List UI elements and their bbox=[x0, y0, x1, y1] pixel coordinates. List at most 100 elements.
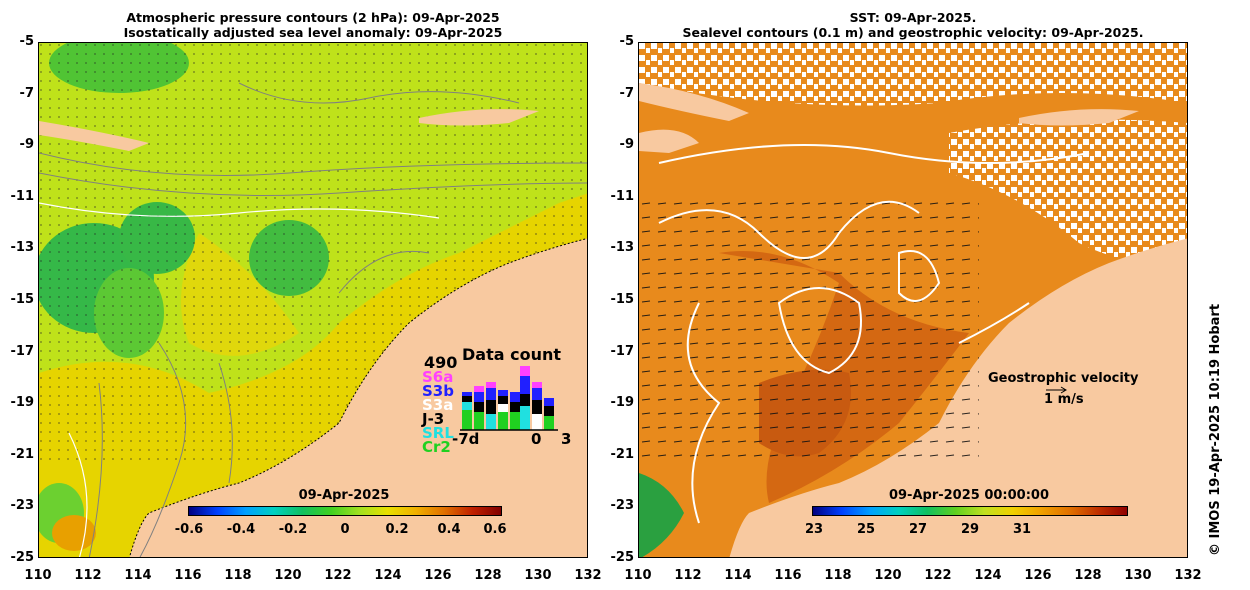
ylabel: -15 bbox=[610, 292, 635, 307]
imos-credit: © IMOS 19-Apr-2025 10:19 Hobart bbox=[1208, 303, 1223, 556]
sla-high-south bbox=[52, 515, 96, 551]
land-timor bbox=[39, 121, 149, 151]
bar-1 bbox=[462, 392, 472, 430]
pressure-contours bbox=[39, 82, 587, 557]
ylabel: -21 bbox=[610, 447, 635, 462]
sst-map-graphic bbox=[639, 43, 1187, 557]
sla-tick-6: 0.4 bbox=[437, 522, 461, 537]
land-australia bbox=[129, 238, 587, 557]
ylabel: -17 bbox=[10, 344, 35, 359]
right-title-line2: Sealevel contours (0.1 m) and geostrophi… bbox=[682, 25, 1144, 40]
xlabel: 126 bbox=[1024, 568, 1052, 583]
xlabel: 114 bbox=[124, 568, 152, 583]
data-count-max: 490 bbox=[424, 353, 458, 372]
bar-2 bbox=[474, 386, 484, 430]
sla-tick-5: 0.2 bbox=[385, 522, 409, 537]
mission-s6a: S6a bbox=[422, 368, 454, 386]
mission-s3b: S3b bbox=[422, 382, 454, 400]
mission-s3a: S3a bbox=[422, 396, 454, 414]
xlabel: 118 bbox=[224, 568, 252, 583]
velocity-legend-arrow bbox=[1046, 386, 1067, 394]
sla-map[interactable] bbox=[38, 42, 588, 558]
ylabel: -19 bbox=[610, 395, 635, 410]
ylabel: -11 bbox=[10, 189, 35, 204]
land-timor-r bbox=[639, 83, 749, 121]
left-title: Atmospheric pressure contours (2 hPa): 0… bbox=[38, 10, 588, 40]
ylabel: -17 bbox=[610, 344, 635, 359]
sst-tick-4: 29 bbox=[960, 522, 980, 537]
xlabel: 128 bbox=[1074, 568, 1102, 583]
sst-tick-3: 27 bbox=[908, 522, 928, 537]
data-count-xlabel-end: 3 bbox=[561, 430, 572, 448]
land-island-r bbox=[1019, 109, 1139, 126]
sst-cool-north bbox=[639, 43, 1187, 106]
land-island bbox=[419, 109, 539, 126]
xlabel: 110 bbox=[624, 568, 652, 583]
ylabel: -23 bbox=[10, 498, 35, 513]
xlabel: 114 bbox=[724, 568, 752, 583]
xlabel: 110 bbox=[24, 568, 52, 583]
mission-j3: J-3 bbox=[422, 410, 445, 428]
land-south-west bbox=[639, 473, 684, 557]
data-count-xlabel-start: -7d bbox=[452, 430, 480, 448]
velocity-arrows bbox=[639, 193, 979, 463]
ylabel: -13 bbox=[10, 240, 35, 255]
xlabel: 116 bbox=[174, 568, 202, 583]
xlabel: 124 bbox=[974, 568, 1002, 583]
sla-tick-2: -0.4 bbox=[226, 522, 256, 537]
mission-srl: SRL bbox=[422, 424, 454, 442]
ylabel: -5 bbox=[19, 34, 34, 49]
mission-cr2: Cr2 bbox=[422, 438, 451, 456]
ylabel: -13 bbox=[610, 240, 635, 255]
sla-colorbar bbox=[188, 506, 502, 516]
velocity-legend-scale: 1 m/s bbox=[1044, 392, 1084, 407]
ylabel: -9 bbox=[19, 137, 34, 152]
ylabel: -7 bbox=[619, 86, 634, 101]
xlabel: 130 bbox=[524, 568, 552, 583]
sst-colorbar-date: 09-Apr-2025 00:00:00 bbox=[888, 488, 1050, 503]
xlabel: 118 bbox=[824, 568, 852, 583]
xlabel: 128 bbox=[474, 568, 502, 583]
xlabel: 112 bbox=[74, 568, 102, 583]
bar-7 bbox=[532, 382, 542, 430]
left-title-line2: Isostatically adjusted sea level anomaly… bbox=[123, 25, 503, 40]
ylabel: -25 bbox=[10, 550, 35, 565]
sst-tick-5: 31 bbox=[1012, 522, 1032, 537]
sst-colorbar bbox=[812, 506, 1128, 516]
xlabel: 126 bbox=[424, 568, 452, 583]
ylabel: -5 bbox=[619, 34, 634, 49]
sla-tick-7: 0.6 bbox=[483, 522, 507, 537]
ylabel: -9 bbox=[619, 137, 634, 152]
velocity-legend-title: Geostrophic velocity bbox=[988, 371, 1139, 386]
ylabel: -7 bbox=[19, 86, 34, 101]
sla-tick-4: 0 bbox=[340, 522, 350, 537]
right-title-line1: SST: 09-Apr-2025. bbox=[849, 10, 977, 25]
sst-tick-2: 25 bbox=[856, 522, 876, 537]
sla-tick-1: -0.6 bbox=[174, 522, 204, 537]
sst-cloud-east bbox=[949, 119, 1187, 273]
xlabel: 122 bbox=[924, 568, 952, 583]
sla-map-graphic bbox=[39, 43, 587, 557]
bar-5 bbox=[510, 392, 520, 430]
bar-3 bbox=[486, 382, 496, 430]
ylabel: -23 bbox=[610, 498, 635, 513]
data-count-title: Data count bbox=[462, 345, 561, 364]
xlabel: 124 bbox=[374, 568, 402, 583]
xlabel: 112 bbox=[674, 568, 702, 583]
xlabel: 132 bbox=[1174, 568, 1202, 583]
xlabel: 116 bbox=[774, 568, 802, 583]
bar-6 bbox=[520, 366, 530, 430]
sst-map[interactable] bbox=[638, 42, 1188, 558]
ylabel: -25 bbox=[610, 550, 635, 565]
bar-4 bbox=[498, 390, 508, 430]
xlabel: 120 bbox=[274, 568, 302, 583]
sla-tick-3: -0.2 bbox=[278, 522, 308, 537]
sla-colorbar-date: 09-Apr-2025 bbox=[298, 488, 390, 503]
ylabel: -21 bbox=[10, 447, 35, 462]
xlabel: 130 bbox=[1124, 568, 1152, 583]
xlabel: 122 bbox=[324, 568, 352, 583]
xlabel: 132 bbox=[574, 568, 602, 583]
right-title: SST: 09-Apr-2025. Sealevel contours (0.1… bbox=[638, 10, 1188, 40]
sealevel-contours bbox=[658, 144, 1090, 524]
left-title-line1: Atmospheric pressure contours (2 hPa): 0… bbox=[126, 10, 500, 25]
